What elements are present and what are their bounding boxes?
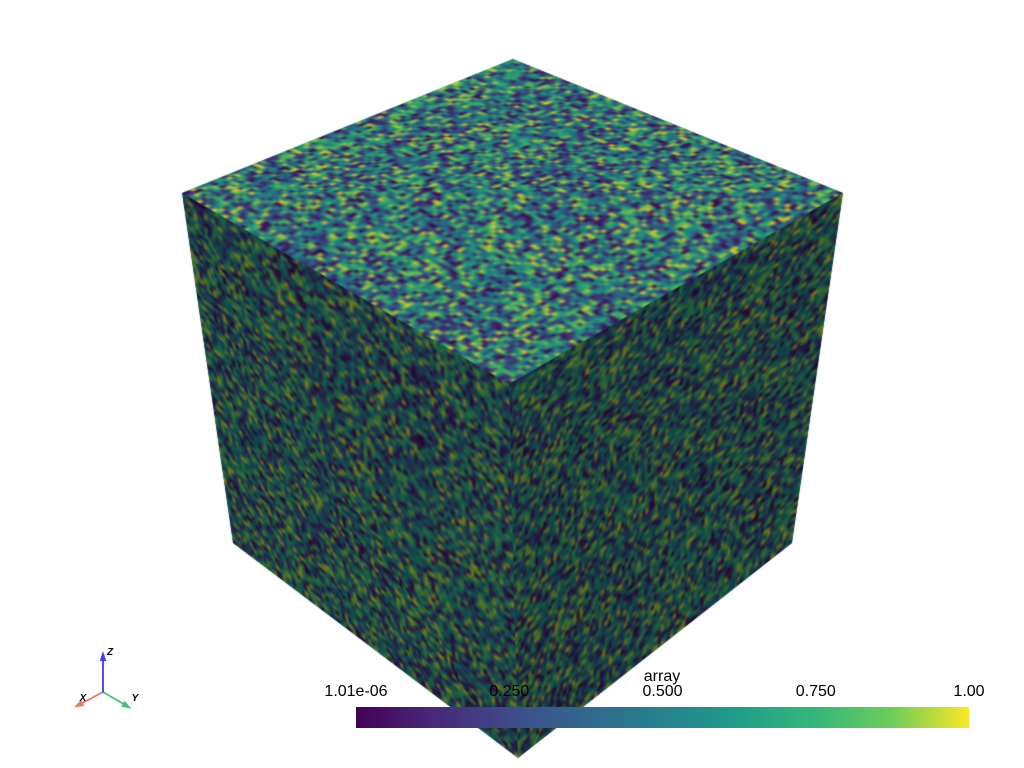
x-axis-label: X (79, 693, 88, 704)
scalar-bar-tick-label: 1.01e-06 (324, 683, 388, 700)
x-axis-arrowhead-icon (73, 699, 85, 708)
z-axis-arrowhead-icon (99, 651, 107, 661)
scalar-bar-tick-label: 0.500 (642, 683, 683, 700)
scalar-bar (356, 707, 969, 728)
scalar-bar-tick-label: 0.750 (795, 683, 836, 700)
y-axis-arrowhead-icon (121, 700, 132, 709)
y-axis-line (102, 691, 124, 705)
z-axis-label: Z (106, 647, 114, 658)
scalar-bar-title: array (643, 668, 681, 685)
x-axis-line (81, 691, 104, 704)
orientation-axes-widget: X Y Z (73, 647, 140, 709)
scalar-bar-tick-label: 1.00 (953, 683, 985, 700)
y-axis-label: Y (132, 693, 140, 704)
scalar-bar-tick-label: 0.250 (489, 683, 530, 700)
